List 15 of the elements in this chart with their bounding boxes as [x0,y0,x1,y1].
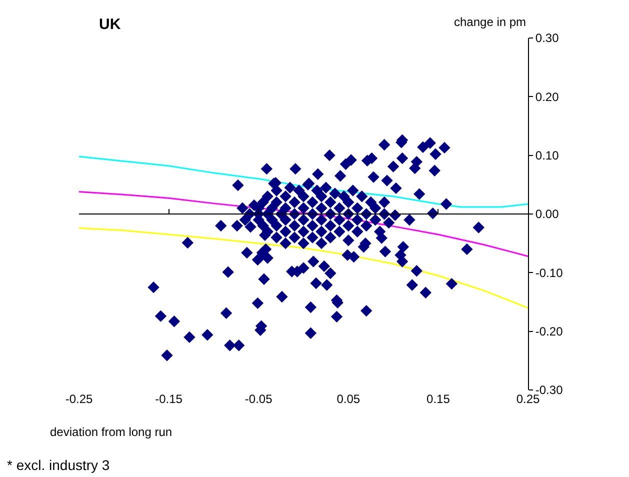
y-tick-label: -0.10 [535,266,564,280]
y-axis-title: change in pm [454,15,526,29]
x-axis-title: deviation from long run [50,425,172,439]
chart-title: UK [99,16,121,33]
x-tick-label: -0.25 [65,392,93,406]
x-tick-label: 0.15 [426,392,450,406]
x-tick-label: -0.05 [244,392,273,406]
y-tick-label: 0.10 [535,148,560,163]
x-tick-label: 0.05 [336,392,360,406]
y-tick-label: -0.20 [535,324,564,339]
x-tick-label: -0.15 [155,392,183,406]
text: * excl. industry 3 [7,457,110,473]
y-tick-label: 0.00 [535,207,560,222]
y-tick-label: 0.30 [535,31,560,46]
y-tick-label: 0.20 [535,90,560,104]
